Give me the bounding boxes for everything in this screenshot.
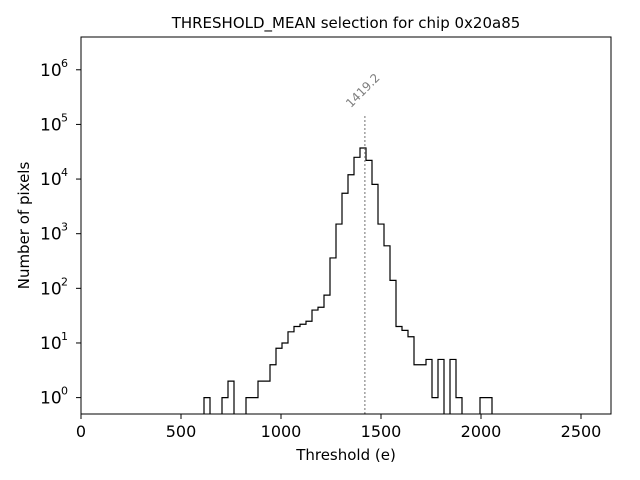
histogram-bar [372, 184, 378, 414]
histogram-bar [318, 307, 324, 414]
x-tick-label: 0 [76, 422, 86, 441]
histogram-bar [390, 280, 396, 414]
histogram-bar [228, 381, 234, 414]
histogram-bar [258, 381, 264, 414]
y-axis-label: Number of pixels [15, 162, 33, 290]
histogram-bar [282, 343, 288, 414]
histogram-bar [264, 381, 270, 414]
y-tick-label: 10 [40, 170, 62, 190]
threshold-label: 1419.2 [343, 71, 383, 111]
plot-frame [80, 36, 612, 415]
histogram-bar [294, 327, 300, 414]
y-tick-exponent: 2 [61, 275, 68, 288]
histogram-bar [246, 398, 252, 414]
histogram-bar [450, 359, 456, 414]
x-tick-label: 1000 [261, 422, 302, 441]
histogram-bar [408, 337, 414, 414]
histogram-bar [378, 224, 384, 414]
histogram-bar [348, 175, 354, 414]
histogram-bar [306, 321, 312, 414]
y-tick-exponent: 1 [61, 330, 68, 343]
x-axis-label: Threshold (e) [295, 446, 396, 464]
histogram-bar [366, 160, 372, 414]
y-tick-label: 10 [40, 115, 62, 135]
histogram-bar [252, 398, 258, 414]
y-tick-exponent: 6 [61, 57, 68, 70]
y-tick-exponent: 4 [61, 166, 68, 179]
histogram-bar [396, 327, 402, 414]
histogram-bar [336, 224, 342, 414]
histogram-bar [486, 398, 492, 414]
y-tick-label: 10 [40, 389, 62, 409]
x-tick-label: 500 [166, 422, 197, 441]
histogram-bar [438, 359, 444, 414]
y-tick-label: 10 [40, 225, 62, 245]
histogram-bar [426, 359, 432, 414]
histogram-bar [300, 324, 306, 414]
histogram-bar [276, 348, 282, 414]
histogram-bar [342, 193, 348, 414]
x-tick-label: 2000 [461, 422, 502, 441]
histogram-bar [354, 157, 360, 414]
y-tick-label: 10 [40, 61, 62, 81]
histogram-bar [456, 398, 462, 414]
x-tick-label: 1500 [361, 422, 402, 441]
histogram-bar [222, 398, 228, 414]
x-tick-label: 2500 [561, 422, 602, 441]
y-tick-label: 10 [40, 279, 62, 299]
y-tick-exponent: 3 [61, 221, 68, 234]
histogram-bar [420, 365, 426, 414]
histogram-step-outline [203, 147, 493, 414]
histogram-bar [330, 258, 336, 414]
histogram-bar [204, 398, 210, 414]
histogram-bar [414, 365, 420, 414]
histogram-bar [480, 398, 486, 414]
y-tick-label: 10 [40, 334, 62, 354]
histogram-bar [432, 398, 438, 414]
histogram-bar [270, 365, 276, 414]
histogram-bar [312, 310, 318, 414]
chart-title: THRESHOLD_MEAN selection for chip 0x20a8… [171, 14, 521, 33]
y-tick-exponent: 5 [61, 111, 68, 124]
histogram-bar [384, 246, 390, 414]
histogram-bar [324, 295, 330, 414]
threshold-marker: 1419.2 [343, 71, 383, 414]
histogram-bars [203, 147, 493, 414]
histogram-bar [402, 330, 408, 414]
y-tick-exponent: 0 [61, 385, 68, 398]
histogram-bar [288, 332, 294, 414]
